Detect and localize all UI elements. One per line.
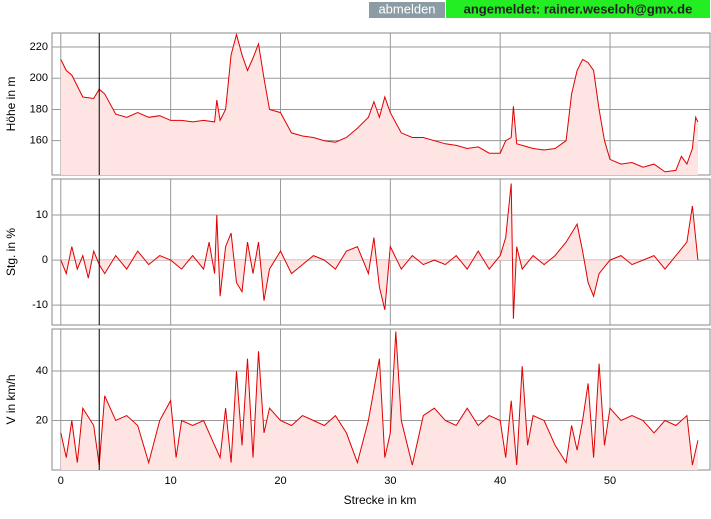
area-fill [60,331,698,470]
plot-frame [51,178,711,326]
y-axis-title: V in km/h [4,374,18,424]
y-tick-label: 220 [30,41,48,53]
y-tick-label: 160 [30,135,48,147]
x-tick-label: 40 [494,475,506,487]
data-line [60,32,699,173]
data-line [60,331,699,466]
y-tick-label: -10 [32,299,48,311]
x-tick-label: 50 [604,475,616,487]
y-tick-label: 0 [42,254,48,266]
x-tick-label: 10 [165,475,177,487]
data-line [60,183,699,319]
logout-label[interactable]: abmelden [378,1,435,16]
y-tick-label: 200 [30,72,48,84]
y-tick-label: 180 [30,103,48,115]
y-axis-title: Höhe in m [4,77,18,132]
area-fill [60,34,698,175]
x-tick-label: 20 [274,475,286,487]
y-tick-label: 40 [36,365,48,377]
x-tick-label: 0 [58,475,64,487]
x-tick-label: 30 [384,475,396,487]
x-axis-title: Strecke in km [344,493,417,507]
logout-button[interactable] [369,2,445,18]
y-tick-label: 20 [36,414,48,426]
status-label: angemeldet: rainer.weseloh@gmx.de [464,1,693,16]
y-tick-label: 10 [36,209,48,221]
status-box [446,0,710,18]
y-axis-title: Stg. in % [4,228,18,276]
